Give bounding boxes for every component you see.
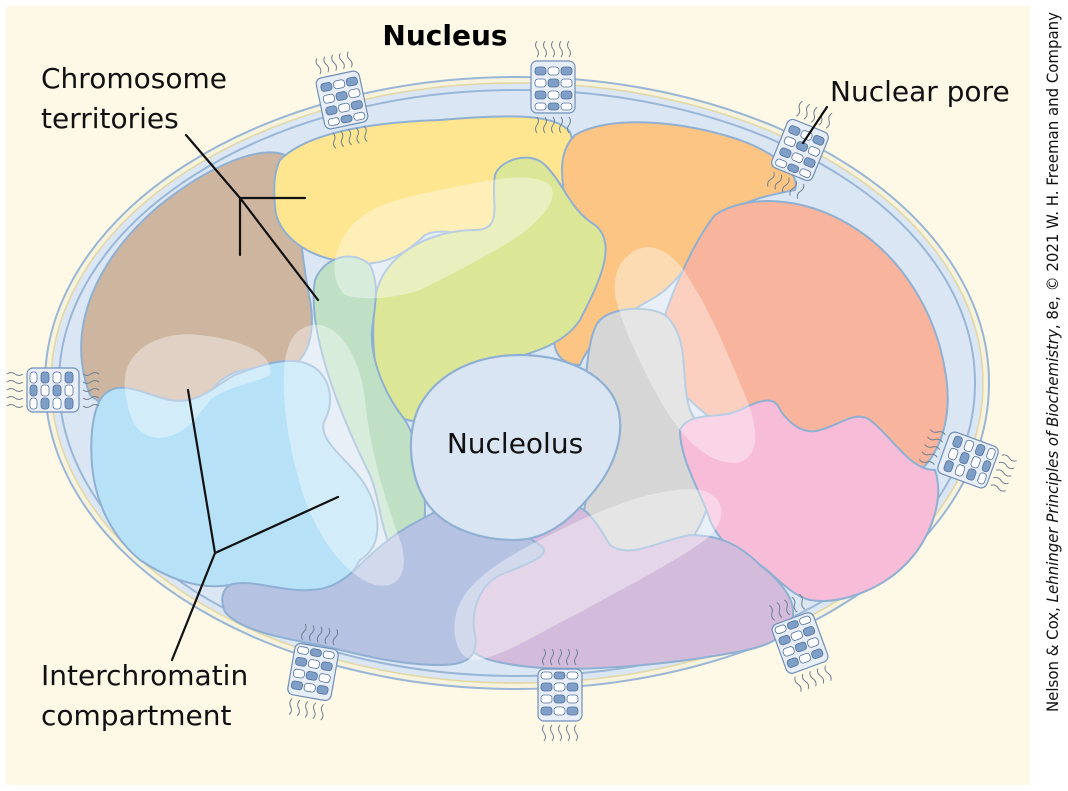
nuclear-pore-leader <box>801 105 829 145</box>
leader-lines <box>170 105 829 662</box>
nucleolus-label: Nucleolus <box>447 427 583 460</box>
chromosome-territories-label-line1: Chromosome <box>41 62 227 95</box>
interchromatin-highlights <box>124 177 756 660</box>
chromosome-territories <box>80 115 949 670</box>
territory-periwinkle <box>221 502 545 667</box>
nuclear-pore-label: Nuclear pore <box>830 75 1010 108</box>
credit-book-title: Lehninger Principles of Biochemistry <box>1043 329 1062 603</box>
territory-blue <box>90 359 379 612</box>
interchromatin-label-line2: compartment <box>41 699 231 732</box>
chromosome-territories-leader <box>184 133 320 302</box>
interchromatin-label-line1: Interchromatin <box>41 659 248 692</box>
chromosome-territories-label-line2: territories <box>41 102 179 135</box>
credit-edition: , 8e, © 2021 W. H. Freeman and Company <box>1043 12 1062 329</box>
copyright-credit: Nelson & Cox, Lehninger Principles of Bi… <box>1043 12 1062 712</box>
territory-mint <box>312 255 427 548</box>
interchromatin-leader <box>170 388 340 662</box>
nucleolus <box>409 353 622 542</box>
credit-authors: Nelson & Cox, <box>1043 602 1062 712</box>
diagram-title: Nucleus <box>382 19 507 52</box>
